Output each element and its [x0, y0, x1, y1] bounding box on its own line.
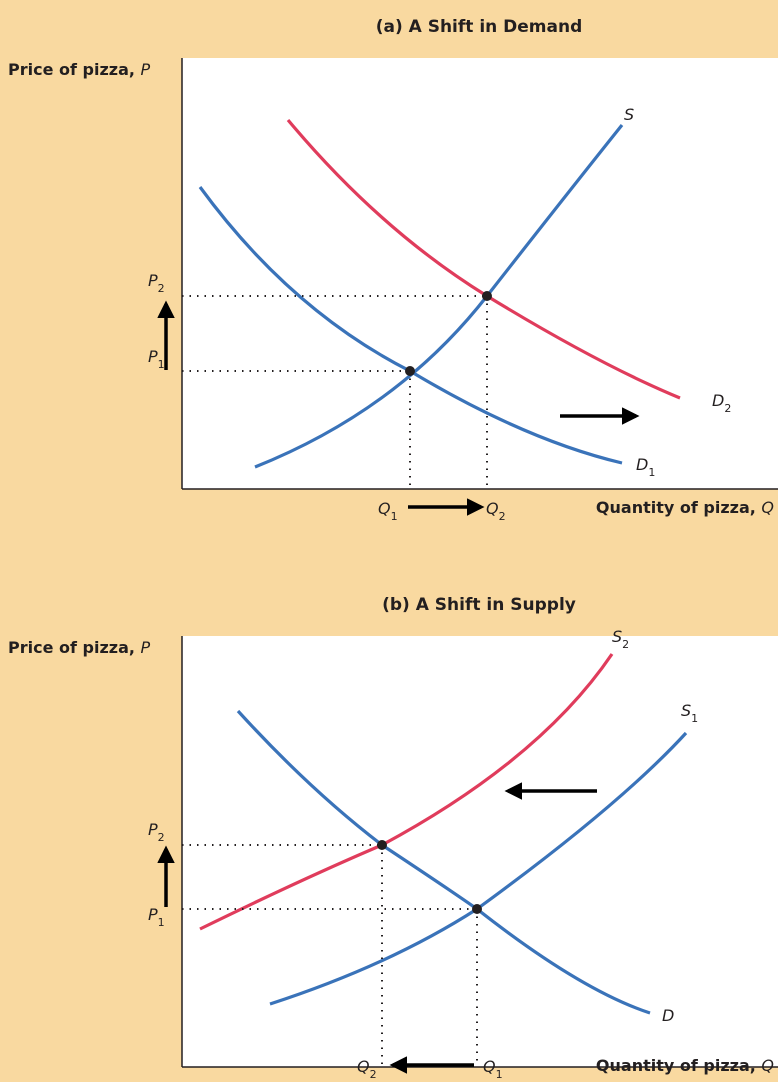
- panel-b-label-p1-main: P: [148, 905, 158, 924]
- panel-a-equilibrium-2: [482, 291, 492, 301]
- panel-a-label-d1-sub: 1: [648, 466, 655, 479]
- panel-a-y-axis-title-text: Price of pizza,: [8, 60, 141, 79]
- panel-b-label-s2-sub: 2: [622, 638, 629, 651]
- panel-b-label-p1: P1: [148, 905, 165, 929]
- panel-a-x-axis-title: Quantity of pizza, Q: [596, 498, 774, 517]
- panel-b-x-axis-title-text: Quantity of pizza,: [595, 1056, 762, 1075]
- panel-b-equilibrium-1: [472, 904, 482, 914]
- panel-b-supply-curve-s2: [199, 653, 614, 931]
- panel-b-label-q1: Q1: [483, 1057, 503, 1081]
- panel-a-label-p1-sub: 1: [158, 358, 165, 371]
- panel-a-label-d2-main: D: [712, 391, 724, 410]
- panel-a-label-q2-main: Q: [486, 499, 499, 518]
- panel-b-x-axis-title: Quantity of pizza, Q: [596, 1056, 774, 1075]
- panel-b-x-axis-title-var: Q: [761, 1056, 774, 1075]
- panel-a-title: (a) A Shift in Demand: [375, 17, 583, 37]
- panel-a-x-axis-title-var: Q: [761, 498, 774, 517]
- panel-b-label-p2-main: P: [148, 820, 158, 839]
- panel-b-chart: S2 S1 D P2 P1 Q2 Q1: [148, 627, 778, 1081]
- panel-b-label-s1: S1: [681, 701, 698, 725]
- panel-a-label-d2-sub: 2: [724, 402, 731, 415]
- panel-b-label-s1-main: S: [681, 701, 691, 720]
- panel-b-label-p2: P2: [148, 820, 165, 844]
- panel-b-y-axis-title-var: P: [140, 638, 151, 657]
- panel-b-label-q2-sub: 2: [370, 1068, 377, 1081]
- panel-a-label-p2-main: P: [148, 271, 158, 290]
- panel-b-y-axis-title-text: Price of pizza,: [8, 638, 141, 657]
- panel-a-label-d1-main: D: [636, 455, 648, 474]
- panel-b-title: (b) A Shift in Supply: [382, 595, 576, 615]
- panel-a-chart: S D1 D2 P2 P1 Q1 Q2: [148, 58, 778, 523]
- panel-a-label-q2-sub: 2: [499, 510, 506, 523]
- panel-b-label-s2-main: S: [612, 627, 622, 646]
- panel-b-label-p1-sub: 1: [158, 916, 165, 929]
- panel-b-label-q1-main: Q: [483, 1057, 496, 1076]
- panel-a-label-q2: Q2: [486, 499, 506, 523]
- panel-b-demand-curve-d: [236, 709, 651, 1015]
- panel-b-label-q2: Q2: [357, 1057, 377, 1081]
- panel-b-supply-curve-s1: [269, 731, 688, 1006]
- panel-a-label-p2: P2: [148, 271, 165, 295]
- panel-a-label-d2: D2: [712, 391, 731, 415]
- panel-a-label-q1: Q1: [378, 499, 398, 523]
- panel-a-label-p1-main: P: [148, 347, 158, 366]
- panel-a-y-axis-title: Price of pizza, P: [8, 60, 150, 79]
- panel-a-label-d1: D1: [636, 455, 655, 479]
- panel-b-label-s2: S2: [612, 627, 629, 651]
- panel-a-demand-curve-d2: [286, 118, 681, 400]
- panel-b-plot-area: [182, 636, 778, 1067]
- panel-b-equilibrium-2: [377, 840, 387, 850]
- panel-a-label-p2-sub: 2: [158, 282, 165, 295]
- panel-a-label-q1-main: Q: [378, 499, 391, 518]
- panel-a-plot-area: [182, 58, 778, 489]
- panel-b-label-q2-main: Q: [357, 1057, 370, 1076]
- panel-b-label-s1-sub: 1: [691, 712, 698, 725]
- panel-b-label-p2-sub: 2: [158, 831, 165, 844]
- panel-a-demand-curve-d1: [198, 186, 623, 465]
- panel-a-label-q1-sub: 1: [391, 510, 398, 523]
- panel-b-label-q1-sub: 1: [496, 1068, 503, 1081]
- panel-a-equilibrium-1: [405, 366, 415, 376]
- panel-a-x-axis-title-text: Quantity of pizza,: [595, 498, 762, 517]
- panel-b-label-d: D: [662, 1006, 674, 1025]
- panel-a-y-axis-title-var: P: [140, 60, 151, 79]
- panel-a-label-s: S: [624, 105, 634, 124]
- panel-a-supply-curve-s: [254, 124, 624, 469]
- panel-a-label-p1: P1: [148, 347, 165, 371]
- panel-b-y-axis-title: Price of pizza, P: [8, 638, 150, 657]
